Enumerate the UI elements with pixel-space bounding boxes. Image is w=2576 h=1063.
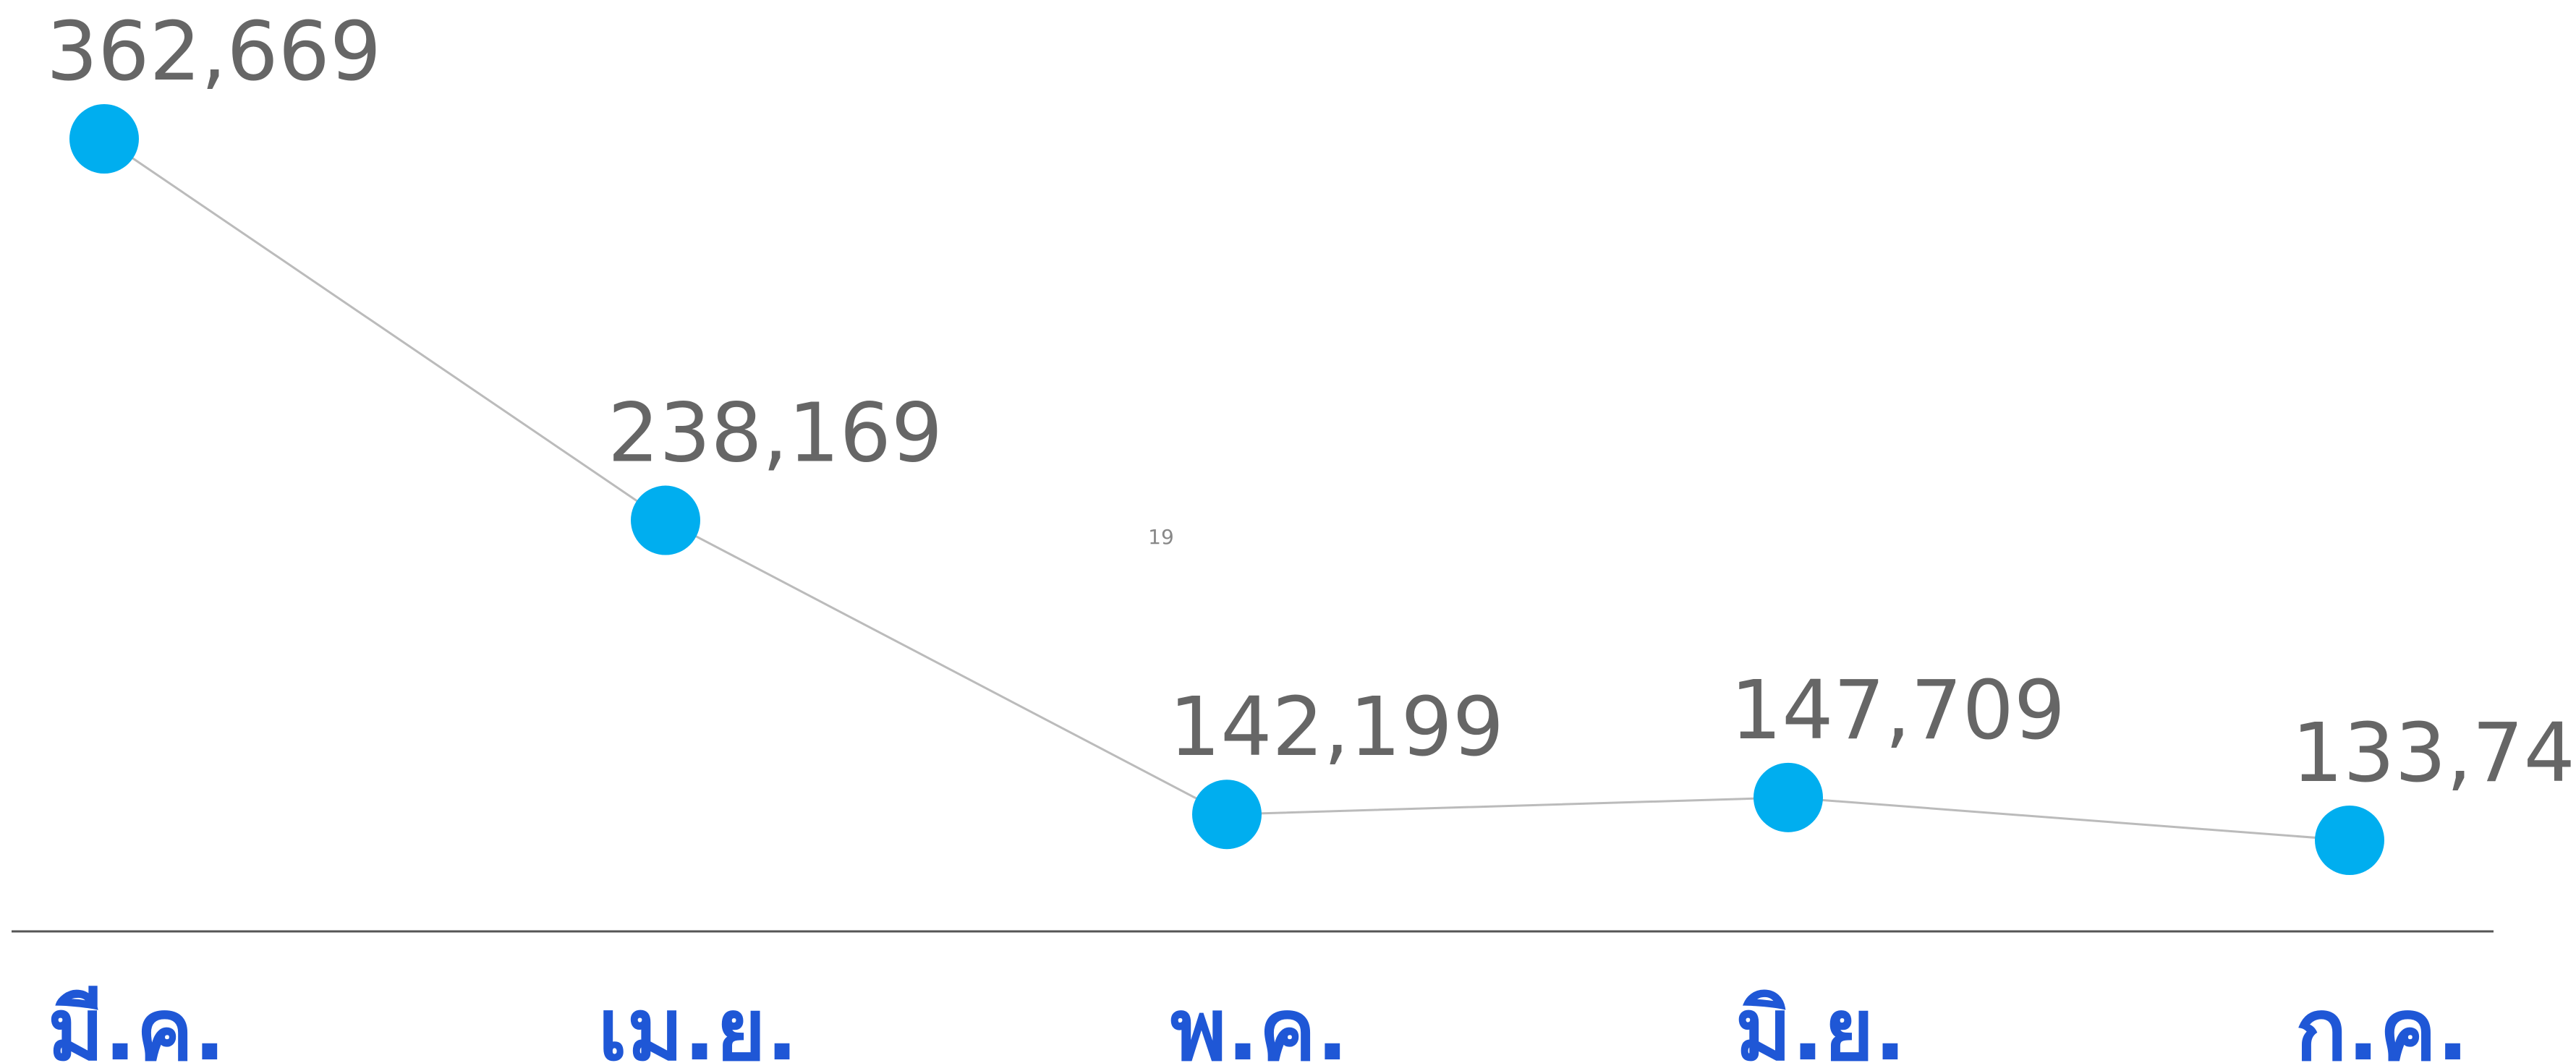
point: [1192, 780, 1262, 850]
page-number: 19: [1148, 525, 1174, 549]
x-tick-label: เม.ย.: [598, 980, 799, 1063]
value-label: 142,199: [1169, 680, 1504, 774]
x-tick-label: ก.ค.: [2295, 980, 2469, 1063]
x-tick-label: พ.ค.: [1170, 980, 1348, 1063]
point: [2315, 806, 2384, 875]
x-tick-label: มี.ค.: [48, 980, 226, 1063]
value-label: 238,169: [608, 387, 943, 481]
x-tick-label: มิ.ย.: [1735, 980, 1907, 1063]
point: [1754, 762, 1823, 832]
value-label: 147,709: [1730, 664, 2065, 758]
value-label: 362,669: [46, 5, 381, 99]
point: [631, 485, 700, 555]
point: [69, 104, 139, 174]
value-label: 133,749: [2292, 706, 2576, 801]
